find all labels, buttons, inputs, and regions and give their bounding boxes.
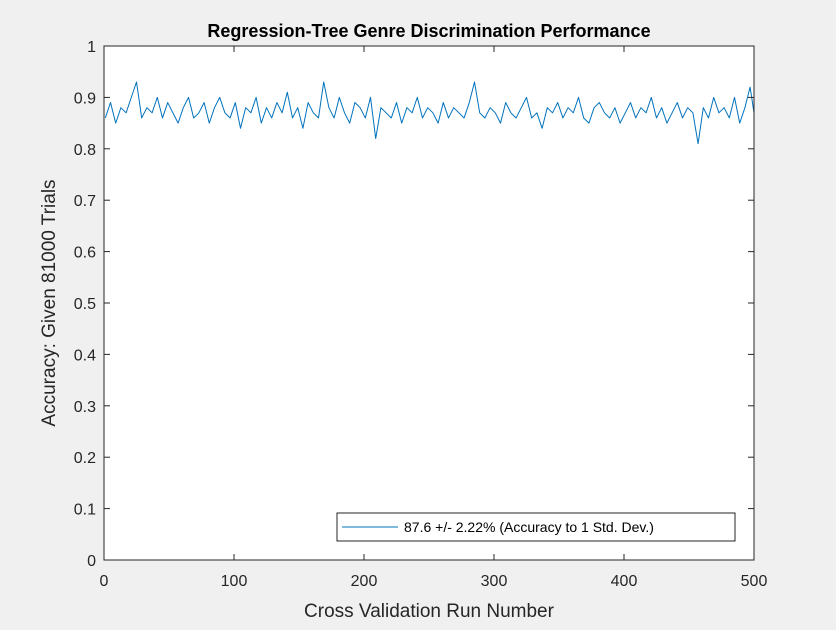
axes-box	[103, 45, 755, 561]
y-tick-label: 0.5	[74, 296, 96, 313]
y-tick-label: 0.2	[74, 450, 96, 467]
x-tick-label: 0	[100, 573, 109, 590]
plot-area	[104, 46, 754, 560]
y-tick-label: 0	[87, 553, 96, 570]
y-tick-label: 0.4	[74, 347, 96, 364]
y-tick-label: 0.7	[74, 193, 96, 210]
legend[interactable]: 87.6 +/- 2.22% (Accuracy to 1 Std. Dev.)	[336, 512, 736, 542]
y-tick-label: 0.1	[74, 502, 96, 519]
legend-entry-label: 87.6 +/- 2.22% (Accuracy to 1 Std. Dev.)	[404, 519, 654, 535]
y-tick-label: 1	[87, 39, 96, 56]
x-tick-label: 200	[351, 573, 378, 590]
series-line	[104, 81, 755, 145]
y-tick-label: 0.3	[74, 399, 96, 416]
x-tick-label: 100	[221, 573, 248, 590]
legend-box	[336, 512, 736, 542]
x-tick-label: 300	[481, 573, 508, 590]
y-axis-label: Accuracy: Given 81000 Trials	[39, 179, 60, 426]
chart-title: Regression-Tree Genre Discrimination Per…	[207, 21, 650, 41]
y-tick-label: 0.6	[74, 245, 96, 262]
y-tick-label: 0.9	[74, 90, 96, 107]
x-tick-label: 400	[611, 573, 638, 590]
x-tick-label: 500	[741, 573, 768, 590]
x-axis-label: Cross Validation Run Number	[304, 601, 555, 622]
series-layer	[104, 81, 755, 145]
y-tick-label: 0.8	[74, 142, 96, 159]
